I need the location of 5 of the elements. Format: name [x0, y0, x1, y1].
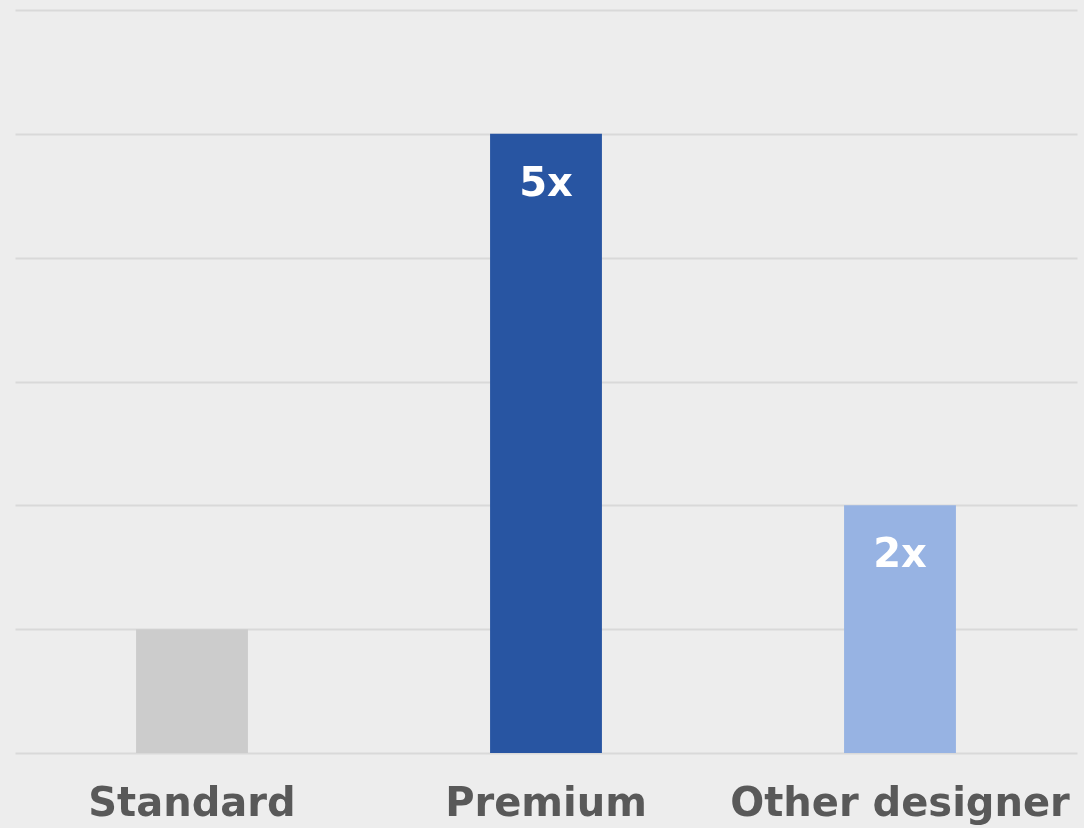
data-label: 5x — [519, 158, 574, 205]
x-tick-label: Other designer — [730, 778, 1071, 825]
x-tick-label: Premium — [445, 778, 647, 825]
x-tick-label: Standard — [88, 778, 296, 825]
data-label: 2x — [873, 530, 928, 577]
